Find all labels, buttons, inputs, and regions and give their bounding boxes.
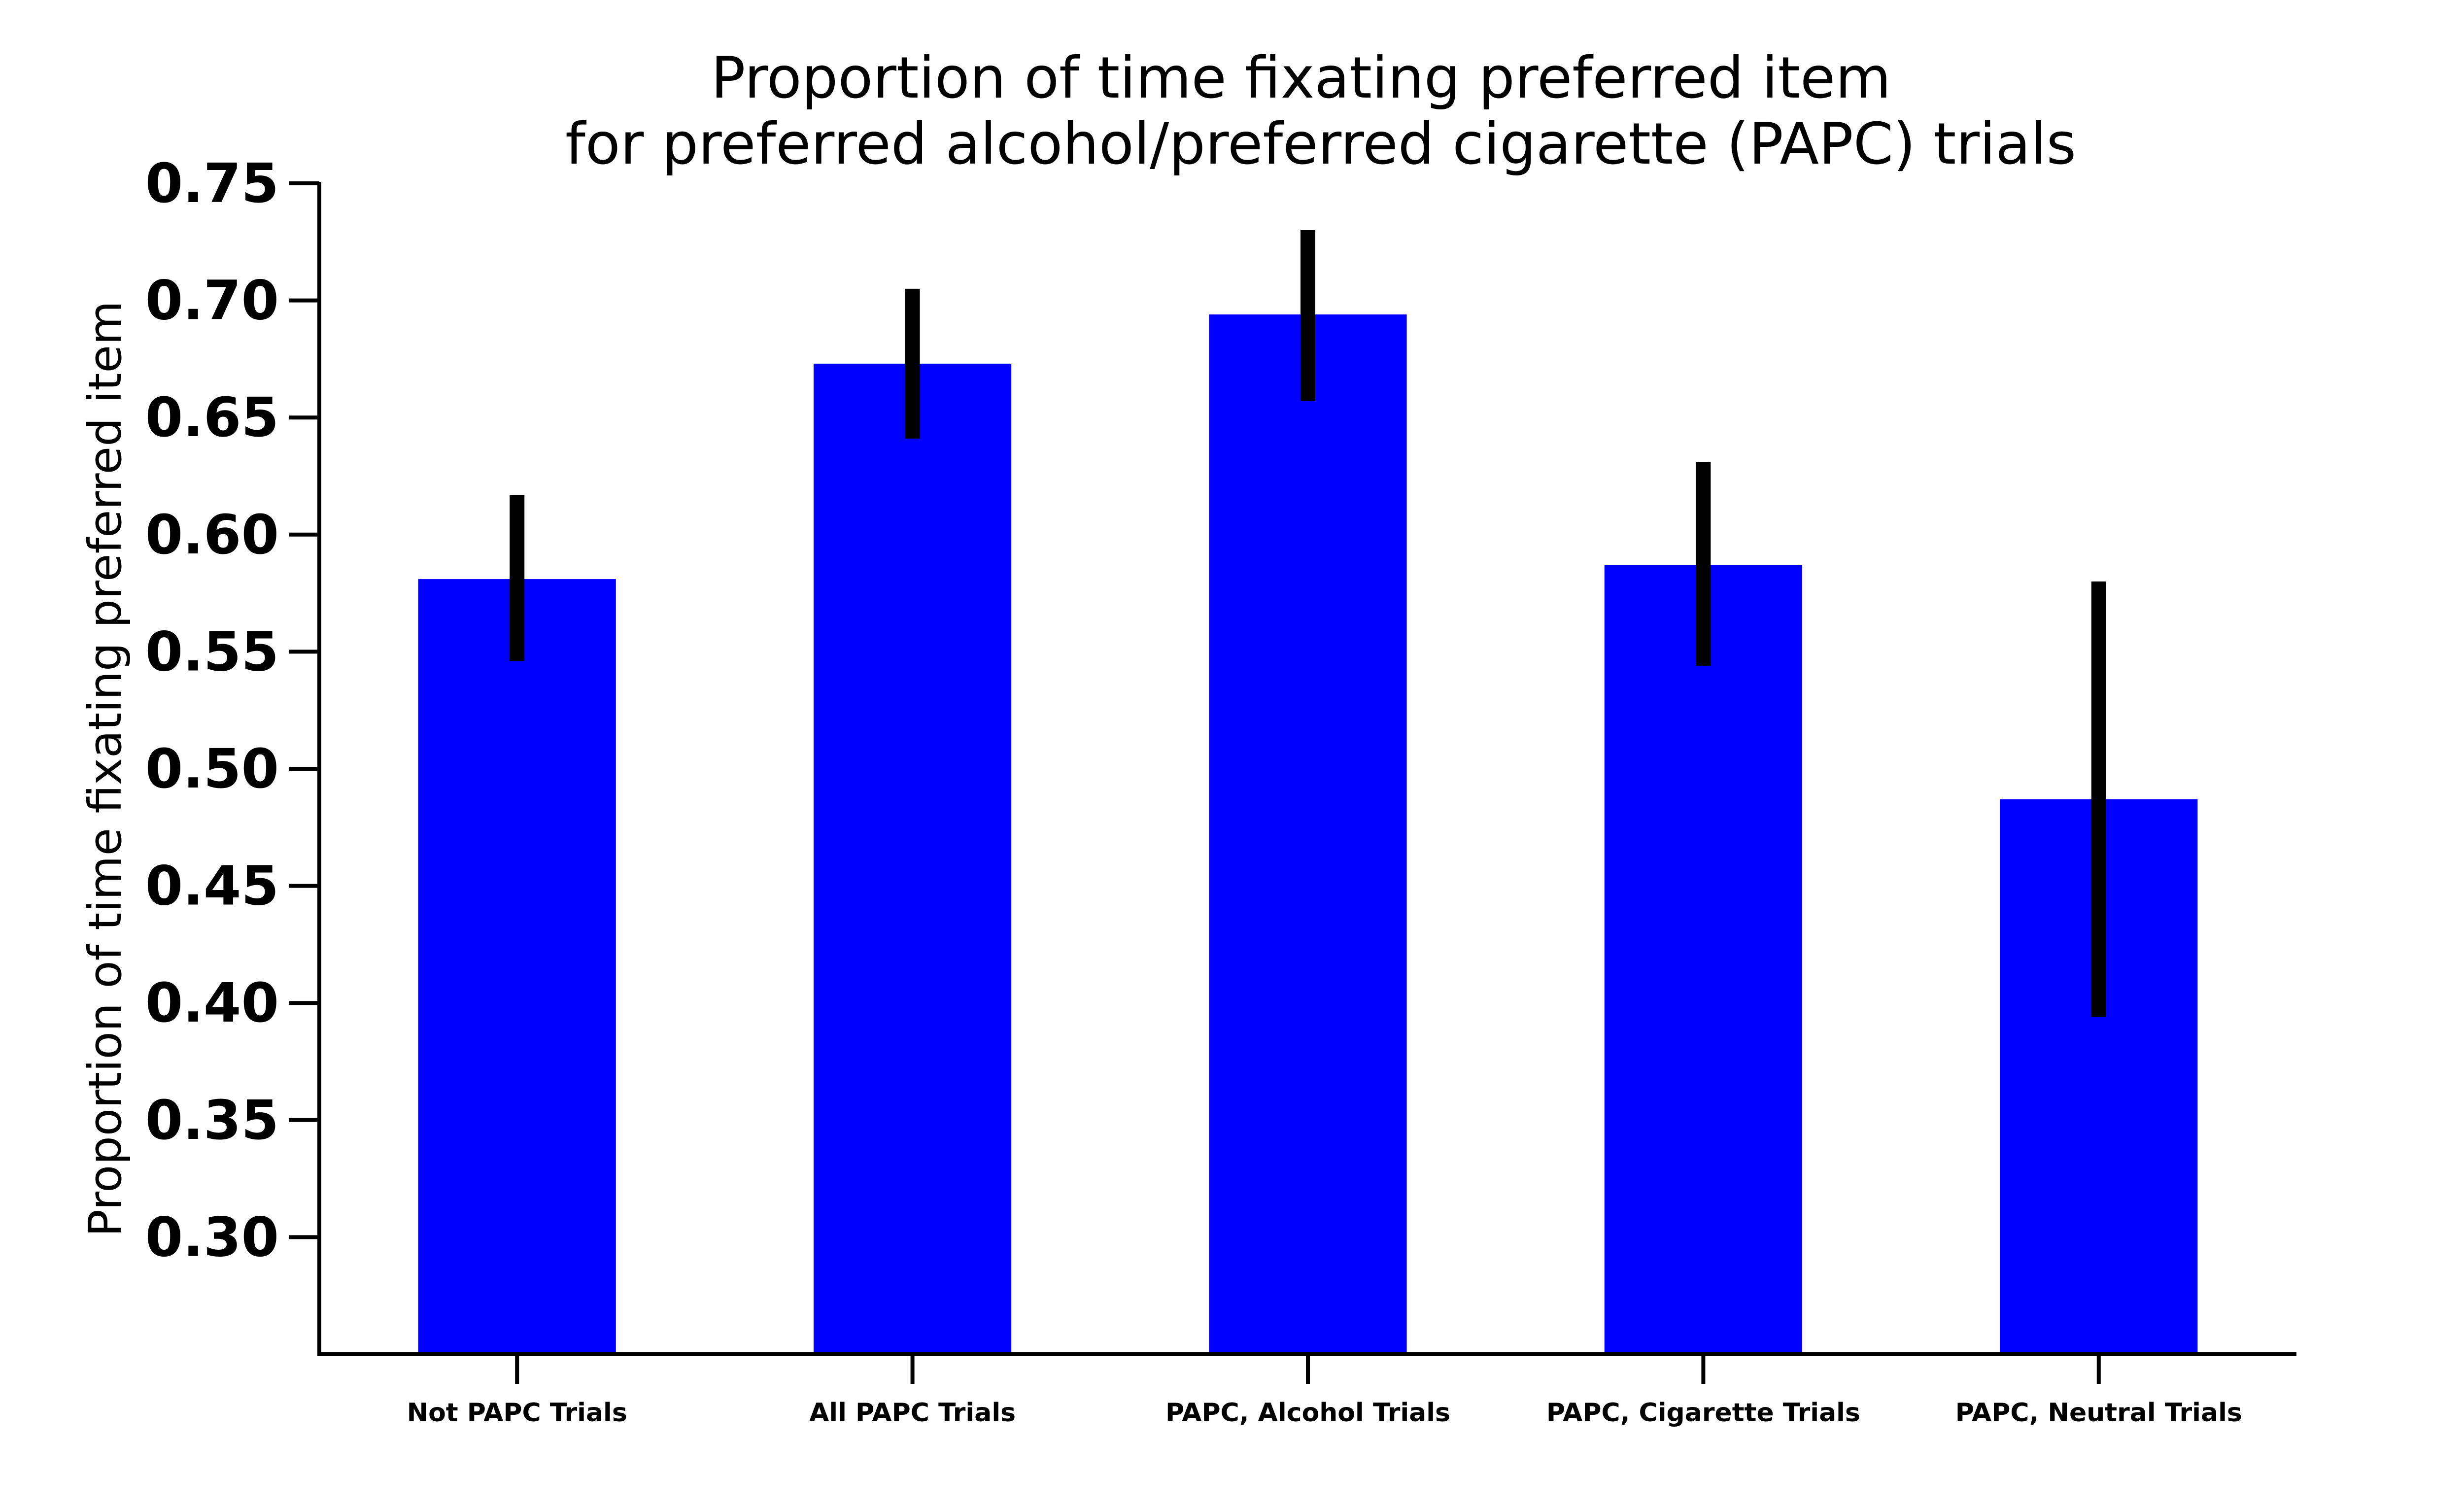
bars: [418, 314, 2198, 1354]
bar-3: [1209, 314, 1407, 1354]
x-tick-label-4: PAPC, Cigarette Trials: [1546, 1398, 1860, 1428]
x-axis-ticks: Not PAPC Trials All PAPC Trials PAPC, Alco…: [407, 1354, 2242, 1428]
y-tick-label-9: 0.70: [145, 269, 279, 332]
y-tick-label-1: 0.30: [145, 1205, 279, 1268]
chart-title-line-2: for preferred alcohol/preferred cigarett…: [565, 111, 2076, 177]
chart-title-line-1: Proportion of time fixating preferred it…: [711, 45, 1891, 111]
error-bars: [510, 230, 2106, 1017]
chart-title: Proportion of time fixating preferred it…: [565, 45, 2076, 177]
bar-1: [418, 579, 616, 1354]
y-tick-label-3: 0.40: [145, 971, 279, 1034]
bar-2: [814, 363, 1012, 1354]
x-tick-label-3: PAPC, Alcohol Trials: [1165, 1398, 1450, 1428]
y-tick-label-2: 0.35: [145, 1089, 279, 1152]
y-tick-label-4: 0.45: [145, 855, 279, 918]
y-axis-label: Proportion of time fixating preferred it…: [79, 301, 132, 1236]
x-tick-label-1: Not PAPC Trials: [407, 1398, 627, 1428]
bar-4: [1604, 565, 1802, 1354]
y-axis-ticks: 0.30 0.35 0.40 0.45 0.50 0.55 0.60 0.65 0.70 0.75: [145, 152, 319, 1268]
y-tick-label-7: 0.60: [145, 503, 279, 566]
y-tick-label-6: 0.55: [145, 620, 279, 683]
y-tick-label-5: 0.50: [145, 737, 279, 800]
x-tick-label-5: PAPC, Neutral Trials: [1955, 1398, 2242, 1428]
y-tick-label-10: 0.75: [145, 152, 279, 215]
x-tick-label-2: All PAPC Trials: [809, 1398, 1016, 1428]
y-tick-label-8: 0.65: [145, 386, 279, 449]
